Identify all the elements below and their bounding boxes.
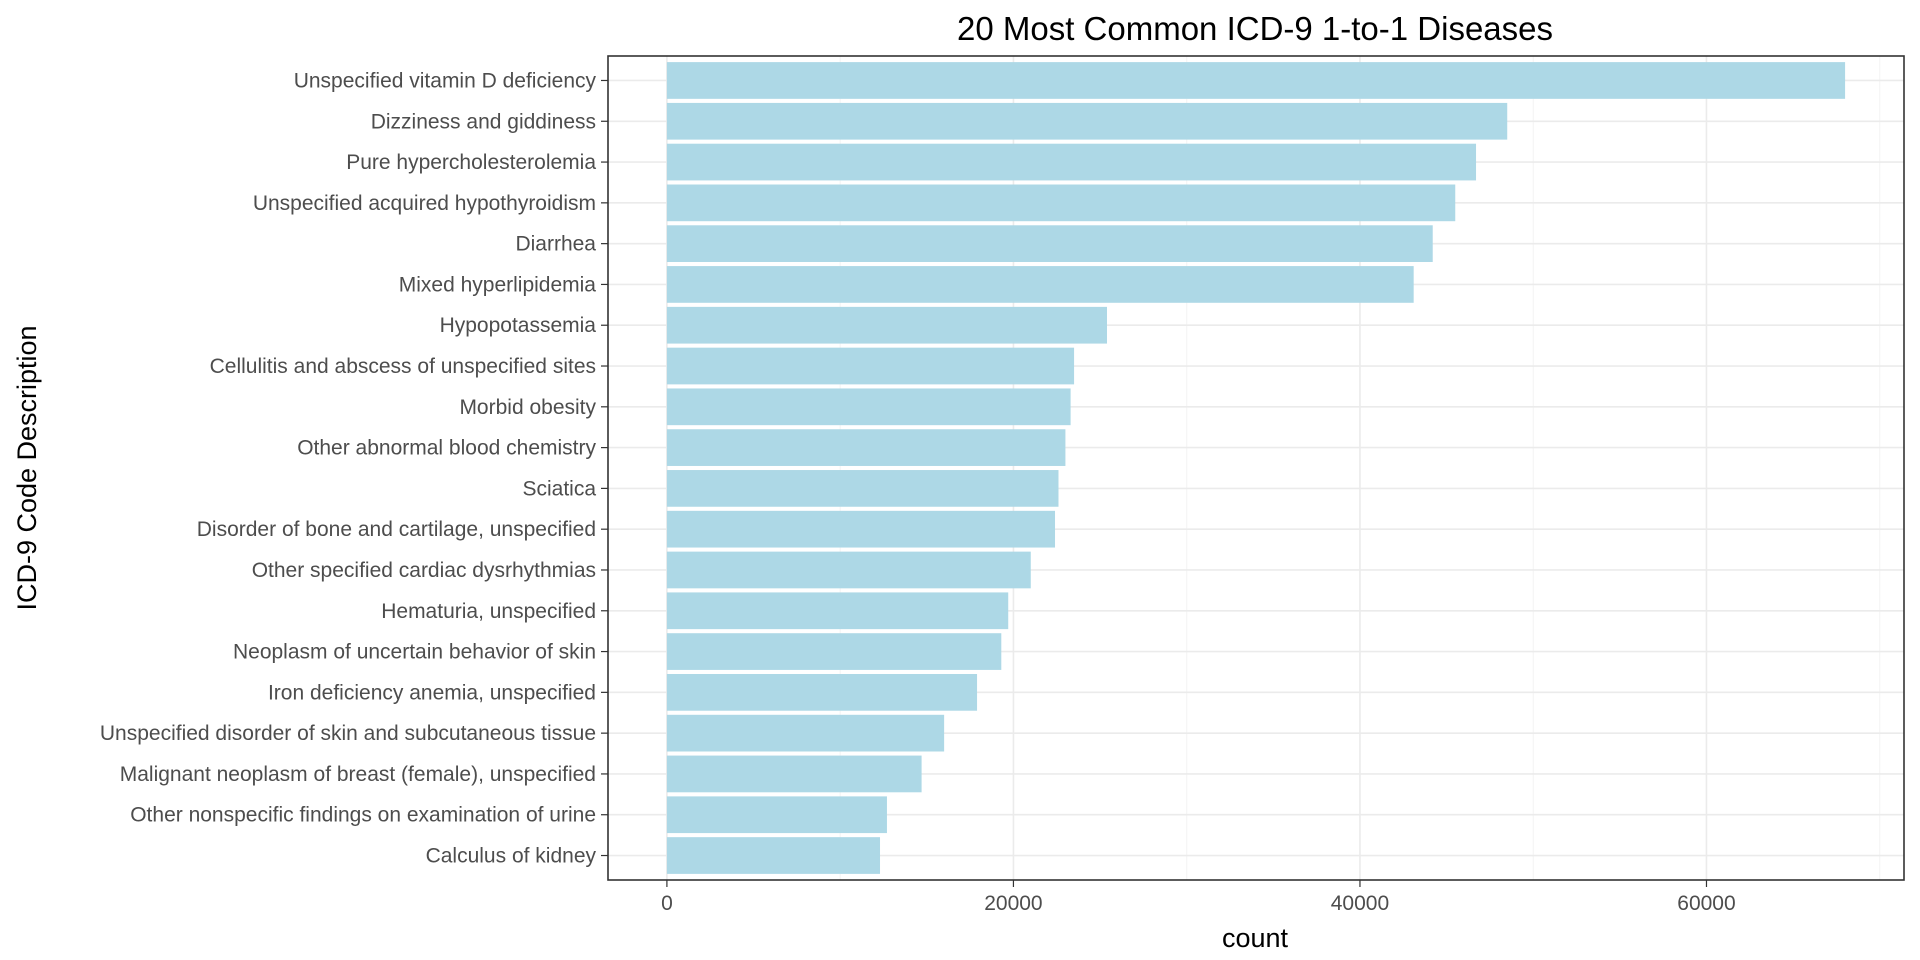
bar [666,551,1031,589]
y-tick-label: Other nonspecific findings on examinatio… [130,804,596,827]
y-tick-label: Diarrhea [515,233,596,256]
x-tick-label: 60000 [1677,892,1735,915]
y-tick-label: Hypopotassemia [440,314,597,337]
y-tick-label: Dizziness and giddiness [371,110,596,133]
bar [666,347,1075,385]
y-tick-label: Unspecified vitamin D deficiency [294,69,597,92]
bar [666,714,945,752]
y-tick-label: Pure hypercholesterolemia [346,151,596,174]
x-axis-title: count [1222,923,1289,953]
panel-border [607,55,1905,881]
axis-layer: Unspecified vitamin D deficiency Dizzines… [100,69,1736,915]
bar [666,470,1059,507]
bar [666,429,1066,466]
y-tick-label: Disorder of bone and cartilage, unspecif… [197,518,596,541]
bar [666,102,1508,140]
y-tick-label: Hematuria, unspecified [381,600,596,623]
y-tick-label: Sciatica [522,477,596,500]
bar [666,388,1071,426]
y-tick-label: Other abnormal blood chemistry [297,437,596,460]
x-tick-label: 20000 [984,892,1042,915]
bar [666,755,922,793]
bar-layer [666,62,1846,874]
bar [666,633,1002,670]
bar [666,143,1477,181]
bar [666,225,1433,262]
bar [666,592,1009,630]
bar [666,796,887,834]
chart-title: 20 Most Common ICD-9 1-to-1 Diseases [957,10,1553,47]
y-tick-label: Cellulitis and abscess of unspecified si… [210,355,596,378]
y-tick-label: Neoplasm of uncertain behavior of skin [233,641,596,664]
y-tick-label: Mixed hyperlipidemia [399,273,597,296]
y-tick-label: Malignant neoplasm of breast (female), u… [120,763,596,786]
y-tick-label: Iron deficiency anemia, unspecified [268,681,596,704]
y-tick-label: Other specified cardiac dysrhythmias [252,559,596,582]
bar [666,266,1414,303]
x-tick-label: 0 [661,892,673,915]
bar [666,62,1846,99]
bar [666,837,881,874]
bar [666,510,1056,548]
x-tick-label: 40000 [1331,892,1389,915]
bar [666,674,978,711]
y-tick-label: Unspecified acquired hypothyroidism [253,192,596,215]
y-axis-title: ICD-9 Code Description [12,325,42,610]
y-tick-label: Unspecified disorder of skin and subcuta… [100,722,596,745]
y-tick-label: Morbid obesity [459,396,596,419]
bar [666,184,1456,222]
bar [666,306,1107,344]
y-tick-label: Calculus of kidney [426,845,597,868]
